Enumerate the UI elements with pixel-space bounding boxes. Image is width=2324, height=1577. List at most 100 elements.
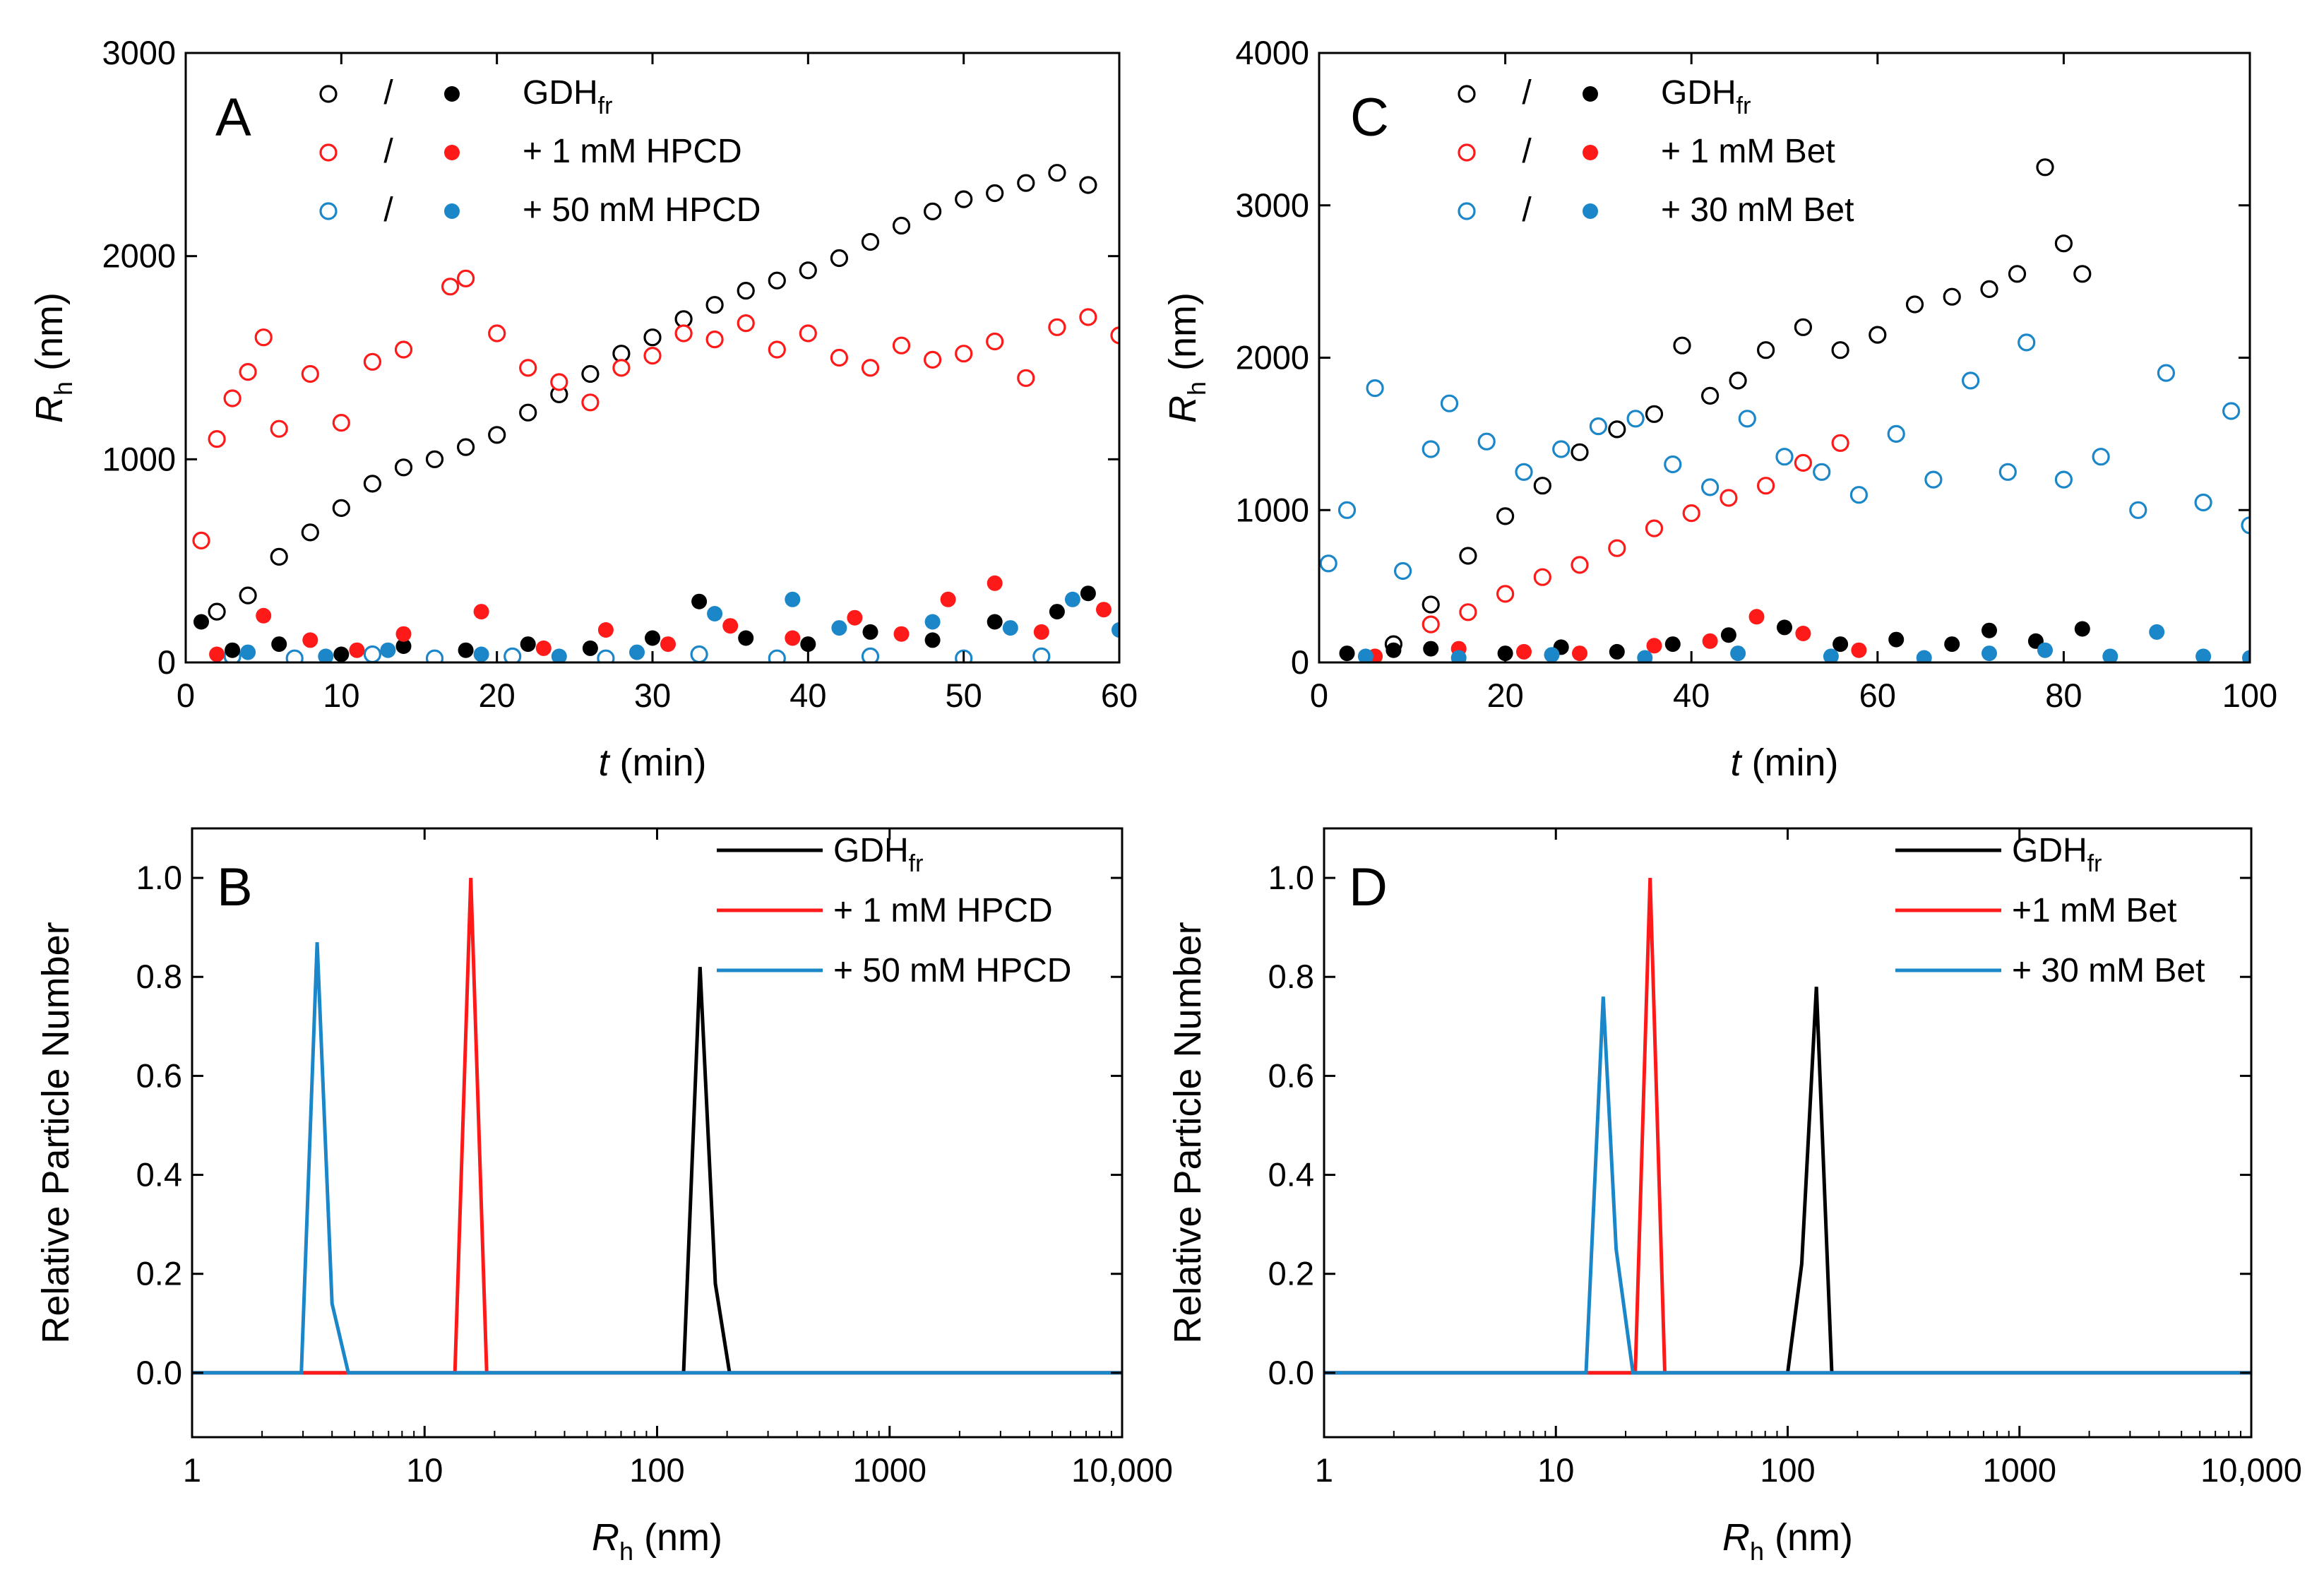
data-point <box>1533 477 1551 495</box>
data-point <box>1729 371 1747 390</box>
data-point <box>1849 486 1868 504</box>
x-tick-label: 20 <box>479 677 516 714</box>
x-tick-label: 30 <box>634 677 671 714</box>
data-point <box>862 624 878 640</box>
data-point <box>271 636 287 653</box>
y-tick-label: 0.8 <box>136 958 182 995</box>
data-point <box>674 324 693 343</box>
data-point <box>2194 493 2212 512</box>
data-point <box>240 644 256 660</box>
panel-a: 0 10 20 30 40 50 60 0 1000 2000 3000 At (min) Rh (nm… <box>28 34 1138 784</box>
data-point <box>332 413 350 432</box>
data-point <box>582 640 598 656</box>
data-point <box>612 359 631 377</box>
y-tick-label: 1000 <box>102 440 176 477</box>
data-point <box>800 636 816 653</box>
data-point <box>1626 410 1645 428</box>
data-point <box>1459 547 1477 565</box>
data-point <box>629 644 645 660</box>
y-axis-label-sub: h <box>1182 381 1211 395</box>
data-point <box>209 646 225 662</box>
x-tick-label: 1000 <box>852 1451 926 1489</box>
data-point <box>986 184 1004 203</box>
data-point <box>1393 561 1412 581</box>
data-point <box>643 328 662 347</box>
data-point <box>1682 504 1700 523</box>
data-point <box>1637 650 1653 662</box>
data-point <box>768 649 786 662</box>
data-point <box>1048 164 1066 182</box>
data-point <box>1980 280 1998 298</box>
data-point <box>1738 410 1756 428</box>
legend-separator: / <box>1522 74 1532 112</box>
legend-label-main: + 30 mM Bet <box>1661 191 1854 229</box>
legend-entry: / + 1 mM HPCD <box>319 133 742 170</box>
data-point <box>1017 174 1035 192</box>
x-tick-label: 40 <box>789 677 826 714</box>
data-point <box>722 618 739 634</box>
data-point <box>581 364 600 383</box>
series-1-mm-bet-open <box>1422 434 1849 633</box>
data-point <box>768 271 786 290</box>
legend-entry: / + 50 mM HPCD <box>319 191 761 229</box>
data-point <box>1702 633 1718 649</box>
y-tick-label: 2000 <box>1235 339 1309 376</box>
data-point <box>1337 501 1357 519</box>
data-point <box>1064 591 1080 607</box>
data-point <box>1777 619 1792 636</box>
data-point <box>830 249 849 268</box>
data-point <box>1096 602 1112 618</box>
legend-filled-marker <box>1583 86 1598 102</box>
data-point <box>830 348 849 367</box>
data-point <box>2036 158 2054 177</box>
series-line-gdhfr <box>192 967 1122 1375</box>
panel-b: 1 10 100 1000 10,000 0.0 0.2 0.4 0.6 0.8 1.0 B Rh (n… <box>35 827 1173 1566</box>
plot-area <box>192 878 1122 1375</box>
data-point <box>1757 341 1775 359</box>
series-line-gdhfr <box>1324 987 2251 1375</box>
data-point <box>1982 622 1997 638</box>
legend-label: +1 mM Bet <box>2012 892 2176 929</box>
data-point <box>799 261 817 280</box>
x-axis-label: t (min) <box>1731 742 1839 784</box>
data-point <box>380 642 396 658</box>
series-gdhfr-open <box>1384 158 2092 653</box>
data-point <box>208 602 226 621</box>
data-point <box>2054 470 2073 489</box>
data-point <box>643 347 662 365</box>
x-tick-label: 20 <box>1486 677 1523 714</box>
x-axis-label: Rh (nm) <box>1722 1516 1853 1566</box>
data-point <box>1339 645 1355 662</box>
data-point <box>924 614 941 630</box>
data-point <box>1831 434 1849 452</box>
x-axis-label: Rh (nm) <box>592 1516 722 1566</box>
x-tick-label: 0 <box>1310 677 1328 714</box>
x-axis-label-unit: (nm) <box>633 1516 722 1559</box>
data-point <box>1831 341 1849 359</box>
y-axis-label-text: Relative Particle Number <box>1167 922 1209 1343</box>
data-point <box>425 450 444 468</box>
data-point <box>1701 478 1720 496</box>
data-point <box>302 632 318 648</box>
legend-entry: + 1 mM HPCD <box>717 892 1053 929</box>
data-point <box>1079 176 1097 194</box>
legend-entry: + 50 mM HPCD <box>717 952 1071 989</box>
data-point <box>987 614 1003 630</box>
data-point <box>239 362 257 381</box>
y-axis-label-unit: (nm) <box>1162 292 1204 381</box>
series-30-mm-bet-open <box>1319 333 2250 581</box>
data-point <box>1496 585 1515 603</box>
data-point <box>519 403 537 422</box>
x-axis-label-symbol: R <box>592 1516 619 1559</box>
data-point <box>1319 554 1337 573</box>
y-axis-label-text: Relative Particle Number <box>35 922 77 1343</box>
data-point <box>892 216 911 235</box>
data-point <box>239 586 257 605</box>
data-point <box>1701 386 1720 405</box>
data-point <box>363 645 381 662</box>
data-point <box>1080 585 1096 602</box>
data-point <box>1730 645 1746 662</box>
y-tick-label: 0 <box>157 643 176 681</box>
legend-separator: / <box>1522 133 1532 170</box>
data-point <box>1869 326 1887 344</box>
